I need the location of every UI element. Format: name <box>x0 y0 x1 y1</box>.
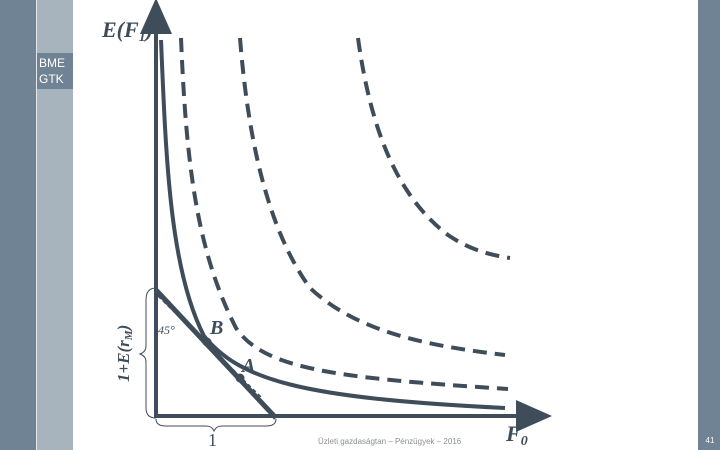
brand-line-2: GTK <box>39 72 64 86</box>
point-a-label: A <box>240 355 255 377</box>
angle-label: 45° <box>158 323 175 337</box>
brand-logo: BME GTK <box>37 53 73 89</box>
footer-text: Üzleti gazdaságtan – Pénzügyek – 2016 <box>318 437 462 446</box>
point-b-label: B <box>209 317 223 339</box>
x-bracket <box>155 418 277 433</box>
indifference-curve-solid <box>159 39 506 410</box>
y-bracket-label: 1+E(rM) <box>114 325 135 382</box>
x-axis-label: F0 <box>505 421 528 449</box>
sidebar-dark-strip <box>0 0 36 450</box>
budget-line <box>154 288 278 420</box>
y-axis-label: E(F1) <box>101 17 153 45</box>
right-edge-strip <box>698 0 720 450</box>
point-a <box>235 373 245 383</box>
reference-line-45 <box>157 295 263 399</box>
indifference-curve-dashed-3 <box>356 37 511 260</box>
brand-line-1: BME <box>39 56 66 70</box>
sidebar-divider <box>36 0 37 450</box>
point-b <box>202 337 212 347</box>
indifference-curve-dashed-1 <box>179 37 509 391</box>
x-bracket-label: 1 <box>208 430 217 450</box>
y-bracket <box>138 287 157 419</box>
indifference-curve-dashed-2 <box>238 37 506 357</box>
page-number: 41 <box>705 436 715 445</box>
